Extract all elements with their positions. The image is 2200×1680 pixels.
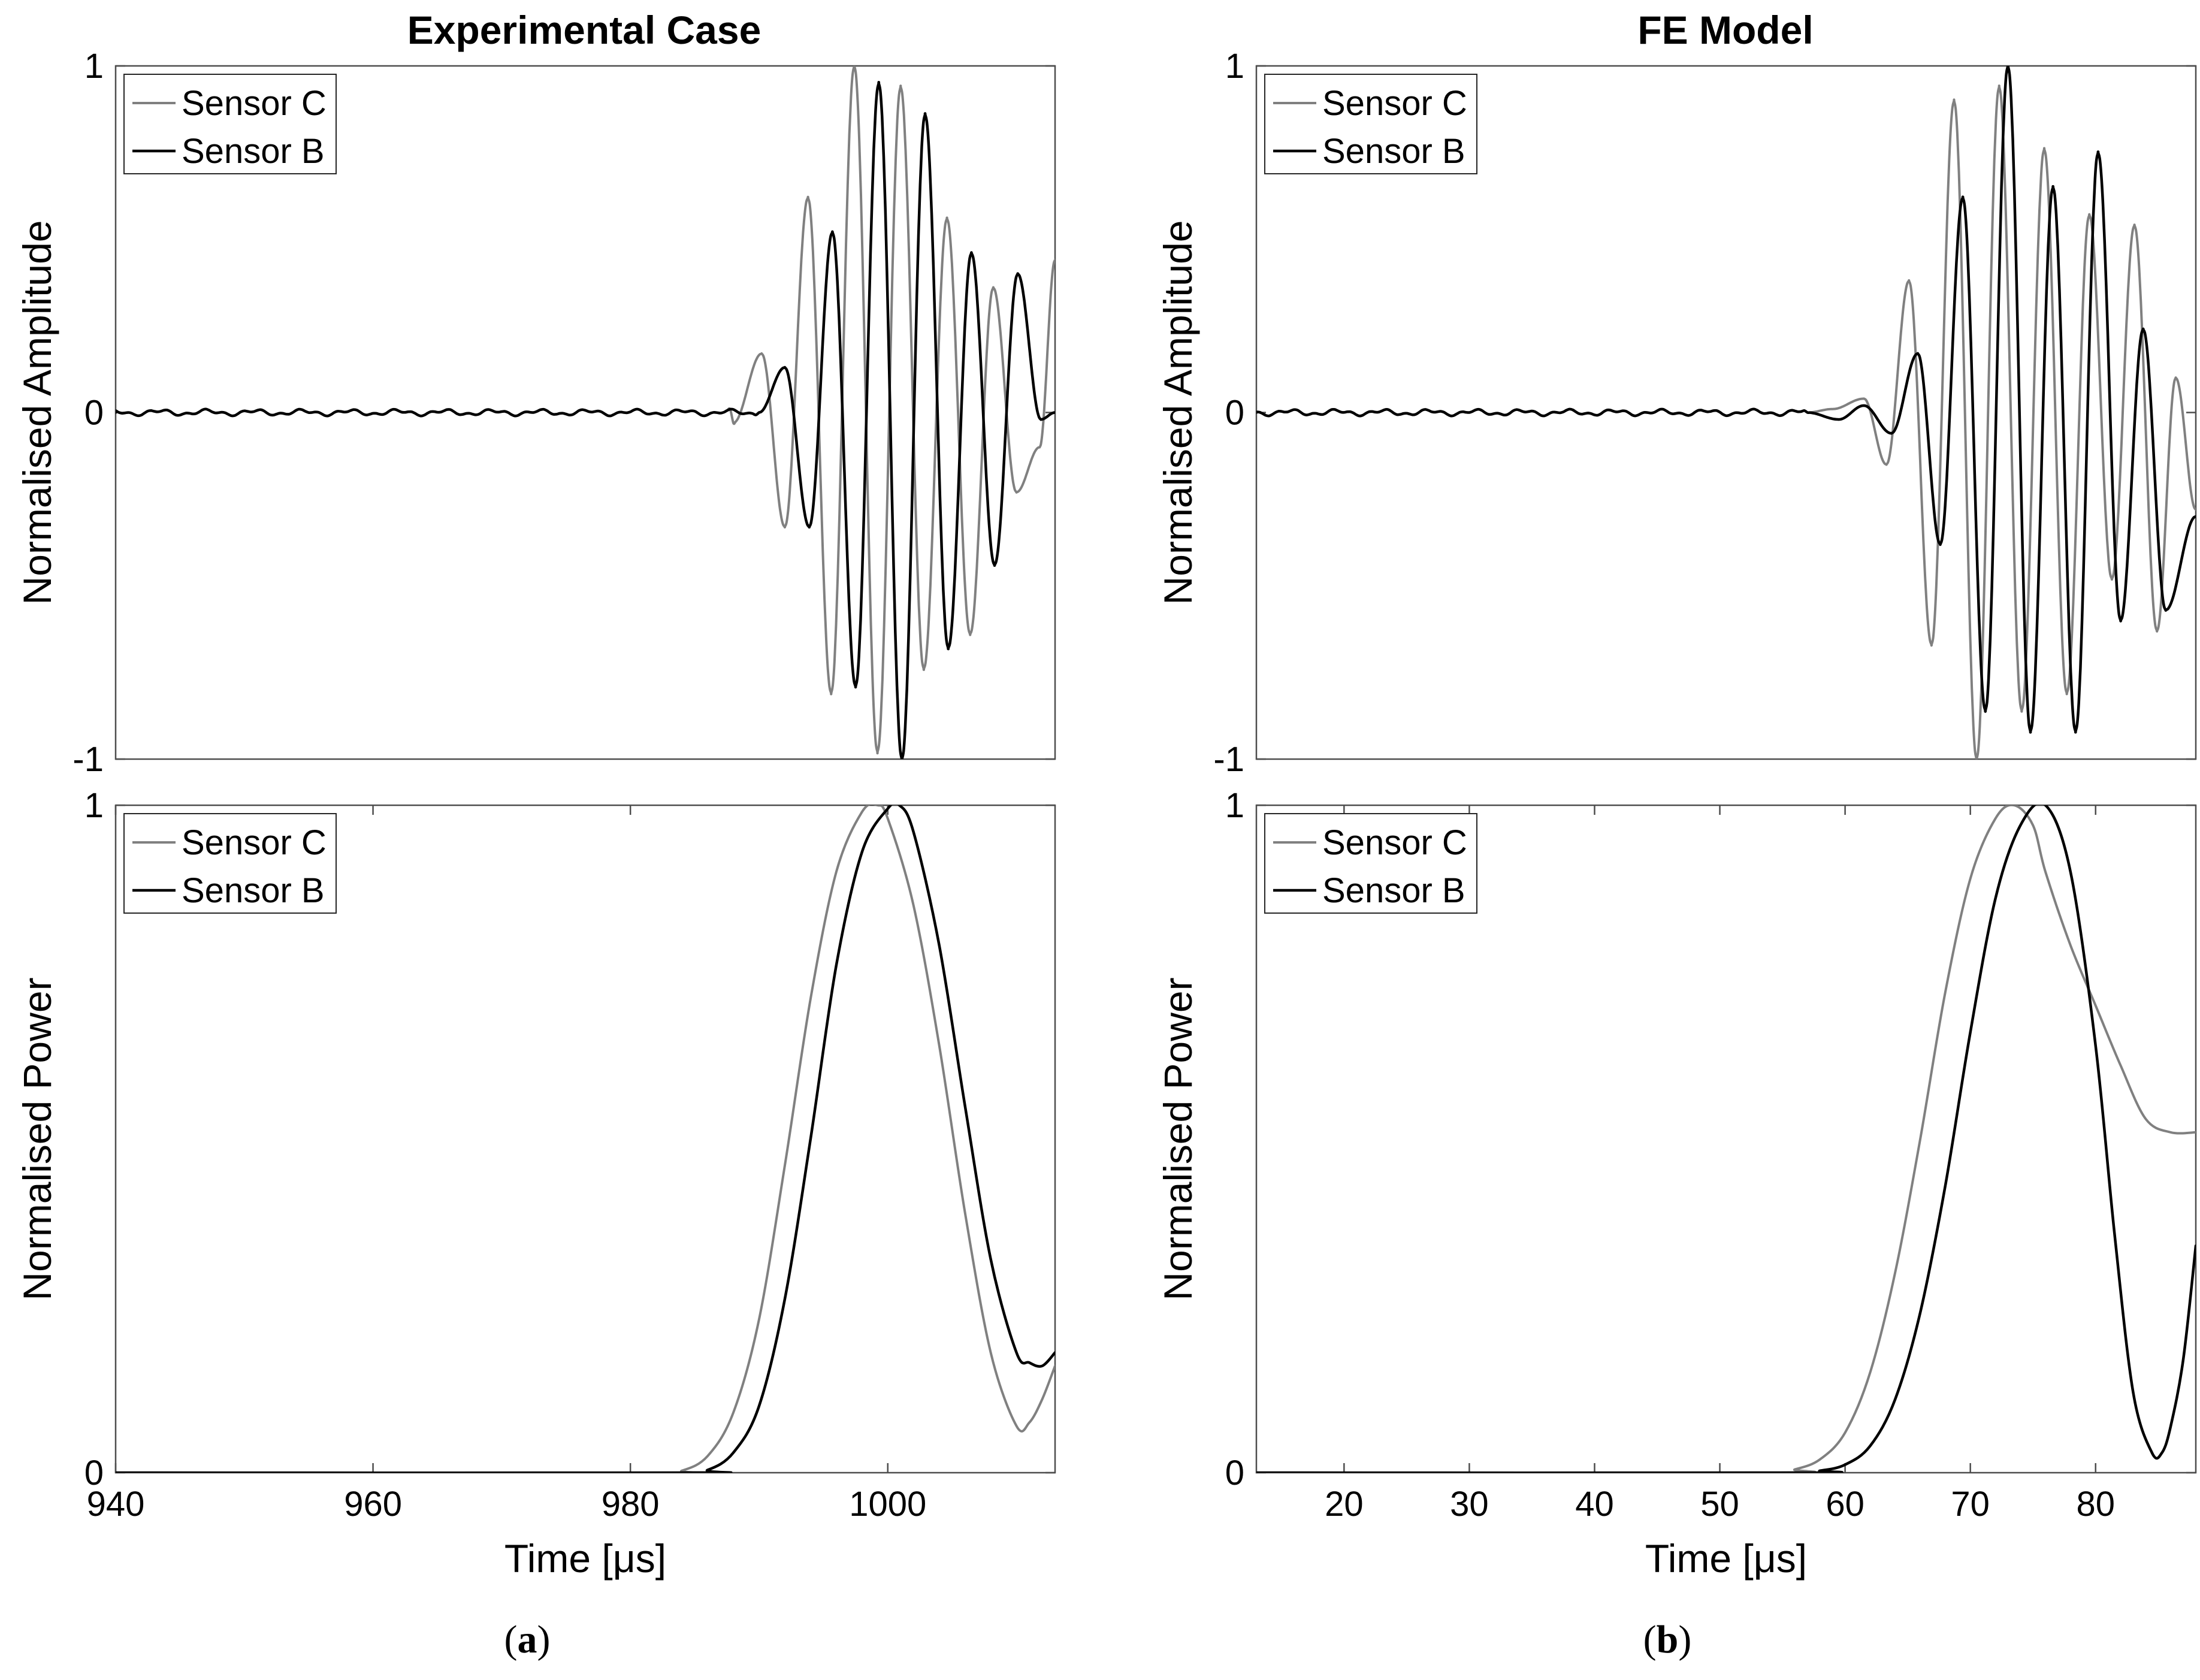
series-line-sensor-b bbox=[116, 805, 1055, 1473]
y-axis-label: Normalised Power bbox=[15, 977, 59, 1300]
x-axis-label: Time [μs] bbox=[1645, 1536, 1807, 1581]
legend-box bbox=[123, 813, 337, 914]
legend: Sensor C Sensor B bbox=[123, 74, 337, 174]
x-tick-label: 980 bbox=[602, 1485, 660, 1524]
y-tick-label: 1 bbox=[84, 786, 104, 825]
panel-b-power-axes: 0 1 20 30 40 50 60 70 80 Normalised Power Time [μs… bbox=[1156, 786, 2197, 1581]
panel-a-amplitude-axes: -1 0 1 Normalised Amplitude Sensor C Sensor B bbox=[15, 47, 1056, 779]
x-tick-label: 20 bbox=[1325, 1485, 1364, 1524]
x-tick-label: 70 bbox=[1951, 1485, 1990, 1524]
panel-b-amplitude-axes: -1 0 1 Normalised Amplitude Sensor C Sensor B bbox=[1156, 47, 2197, 779]
legend: Sensor C Sensor B bbox=[123, 813, 337, 914]
legend-entry-sensor-c: Sensor C bbox=[182, 84, 327, 123]
y-axis-label: Normalised Power bbox=[1156, 977, 1200, 1300]
legend-entry-sensor-b: Sensor B bbox=[182, 871, 325, 910]
legend-entry-sensor-c: Sensor C bbox=[1322, 84, 1467, 123]
x-axis-label: Time [μs] bbox=[504, 1536, 666, 1581]
series-line-sensor-b bbox=[116, 81, 1055, 759]
y-tick-label: -1 bbox=[72, 740, 104, 779]
y-tick-label: 0 bbox=[84, 394, 104, 433]
axes-box bbox=[114, 65, 1056, 760]
legend: Sensor C Sensor B bbox=[1264, 74, 1477, 174]
y-tick-label: -1 bbox=[1213, 740, 1244, 779]
series-line-sensor-c bbox=[1256, 805, 2196, 1473]
x-tick-label: 940 bbox=[87, 1485, 145, 1524]
axes-box bbox=[1255, 65, 2197, 760]
legend-entry-sensor-c: Sensor C bbox=[182, 823, 327, 862]
y-tick-label: 1 bbox=[1225, 786, 1244, 825]
legend-entry-sensor-c: Sensor C bbox=[1322, 823, 1467, 862]
panel-b-label: (b) bbox=[1643, 1618, 1692, 1661]
legend: Sensor C Sensor B bbox=[1264, 813, 1477, 914]
x-tick-label: 60 bbox=[1826, 1485, 1864, 1524]
y-tick-label: 1 bbox=[84, 47, 104, 86]
series-line-sensor-b bbox=[1256, 805, 2196, 1473]
panel-b-title: FE Model bbox=[1637, 8, 1813, 52]
panel-a-power-axes: 0 1 940 960 980 1000 Normalised Power Time [μs]… bbox=[15, 786, 1056, 1581]
legend-entry-sensor-b: Sensor B bbox=[1322, 871, 1465, 910]
x-tick-label: 960 bbox=[344, 1485, 402, 1524]
panel-a-title: Experimental Case bbox=[407, 8, 761, 52]
axes-box bbox=[1255, 804, 2197, 1474]
legend-box bbox=[123, 74, 337, 174]
y-tick-label: 1 bbox=[1225, 47, 1244, 86]
x-tick-label: 1000 bbox=[849, 1485, 926, 1524]
x-tick-label: 30 bbox=[1450, 1485, 1489, 1524]
y-tick-label: 0 bbox=[84, 1454, 104, 1492]
legend-entry-sensor-b: Sensor B bbox=[1322, 132, 1465, 171]
x-tick-label: 40 bbox=[1575, 1485, 1614, 1524]
x-tick-label: 80 bbox=[2076, 1485, 2115, 1524]
x-tick-label: 50 bbox=[1700, 1485, 1739, 1524]
y-axis-label: Normalised Amplitude bbox=[1156, 220, 1200, 605]
axes-box bbox=[114, 804, 1056, 1474]
series-line-sensor-b bbox=[1256, 66, 2196, 734]
legend-entry-sensor-b: Sensor B bbox=[182, 132, 325, 171]
panel-a-label: (a) bbox=[504, 1618, 551, 1661]
legend-box bbox=[1264, 813, 1477, 914]
y-tick-label: 0 bbox=[1225, 394, 1244, 433]
y-axis-label: Normalised Amplitude bbox=[15, 220, 59, 605]
y-tick-label: 0 bbox=[1225, 1454, 1244, 1492]
legend-box bbox=[1264, 74, 1477, 174]
